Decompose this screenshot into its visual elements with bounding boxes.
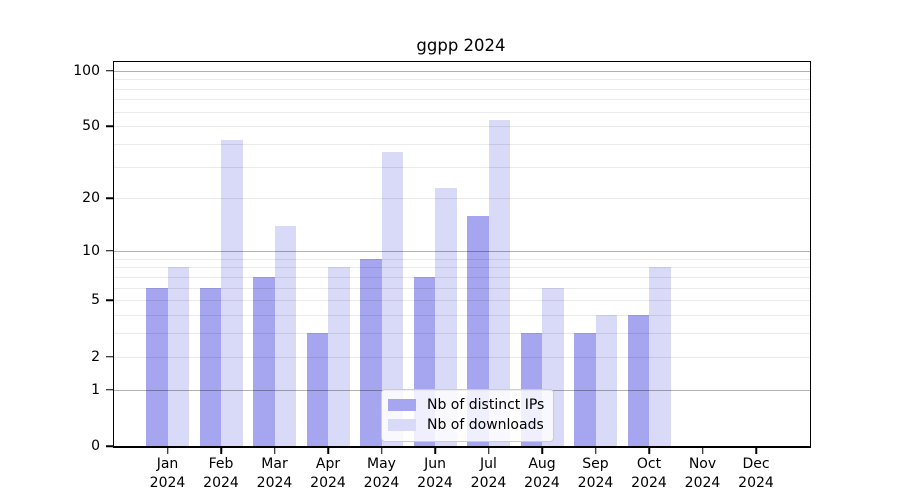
x-axis-tick-label: Apr 2024 [310, 456, 346, 491]
y-axis-tick [106, 388, 113, 391]
x-axis-tick-label: May 2024 [363, 456, 400, 491]
x-axis-tick-label: Jan 2024 [149, 456, 186, 491]
bar-downloads-oct [649, 267, 671, 446]
legend-swatch-downloads [388, 418, 416, 432]
legend-label-distinct-ips: Nb of distinct IPs [427, 397, 545, 413]
y-axis-tick [106, 299, 113, 302]
bar-downloads-jun [435, 187, 457, 446]
y-axis-tick-label: 50 [82, 118, 100, 135]
plot-area: Nb of distinct IPs Nb of downloads 0 1 2 5 1… [73, 61, 811, 491]
y-axis-tick [106, 197, 113, 200]
x-axis-tick [273, 448, 276, 454]
bar-layer [114, 62, 810, 446]
x-axis-tick [220, 448, 222, 454]
legend-item-distinct-ips: Nb of distinct IPs [388, 396, 544, 414]
bar-distinct-ips-oct [627, 315, 649, 446]
y-axis-tick-label: 1 [91, 381, 100, 398]
x-axis-tick-label: Jun 2024 [417, 456, 453, 491]
x-axis-tick-label: Feb 2024 [203, 456, 239, 491]
y-axis-tick [106, 445, 113, 447]
bar-downloads-jan [167, 267, 189, 446]
bar-downloads-may [381, 152, 403, 446]
legend-label-downloads: Nb of downloads [427, 417, 544, 433]
bar-downloads-jul [488, 120, 510, 446]
y-axis-tick-label: 2 [91, 348, 100, 365]
bar-distinct-ips-feb [199, 287, 221, 446]
x-axis-tick [380, 448, 383, 454]
y-axis-tick [106, 125, 113, 127]
bar-downloads-apr [328, 267, 350, 446]
chart-title: ggpp 2024 [416, 36, 506, 55]
x-axis-tick-label: Mar 2024 [256, 456, 293, 491]
x-axis-tick [594, 448, 597, 454]
legend-swatch-distinct-ips [388, 398, 416, 412]
x-axis-tick-label: Dec 2024 [738, 456, 774, 491]
legend-item-downloads: Nb of downloads [388, 416, 544, 434]
x-axis-tick-label: Nov 2024 [684, 456, 721, 491]
bar-downloads-mar [274, 225, 296, 446]
x-axis-tick-label: Jul 2024 [470, 456, 507, 491]
x-axis-tick-label: Sep 2024 [577, 456, 614, 491]
bar-downloads-sep [595, 315, 617, 446]
y-axis-tick [106, 250, 113, 252]
x-axis-tick-label: Oct 2024 [631, 456, 667, 491]
bar-downloads-feb [221, 140, 243, 446]
x-axis-tick [327, 448, 329, 454]
y-axis-tick-label: 100 [73, 62, 100, 79]
y-axis-tick-label: 0 [91, 438, 100, 454]
bar-distinct-ips-apr [306, 333, 328, 446]
x-axis-tick-label: Aug 2024 [524, 456, 560, 491]
x-axis-tick [541, 448, 543, 454]
bar-distinct-ips-sep [574, 333, 596, 446]
y-axis-tick [106, 69, 113, 72]
bar-distinct-ips-may [360, 258, 382, 446]
x-axis-tick [434, 448, 436, 454]
y-axis-tick [106, 355, 113, 358]
y-axis-tick-label: 10 [82, 242, 100, 259]
x-axis-tick [487, 448, 490, 454]
bar-distinct-ips-jan [146, 287, 168, 446]
bar-distinct-ips-mar [253, 276, 275, 446]
legend: Nb of distinct IPs Nb of downloads [381, 389, 555, 442]
y-axis-tick-label: 5 [91, 292, 100, 309]
x-axis-tick [648, 448, 650, 454]
y-axis-tick-label: 20 [82, 190, 100, 207]
x-axis-tick [166, 448, 169, 454]
x-axis-tick [755, 448, 757, 454]
x-axis-tick [701, 448, 704, 454]
bar-distinct-ips-jul [467, 215, 489, 446]
